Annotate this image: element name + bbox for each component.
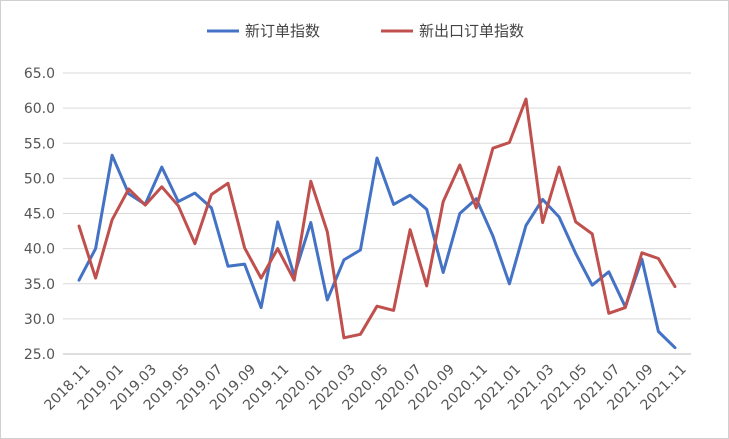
x-axis-tick-labels: 2018.112019.012019.032019.052019.072019.…	[41, 361, 689, 413]
legend-label: 新订单指数	[245, 22, 320, 40]
series-line-1	[77, 153, 677, 350]
legend: 新订单指数 新出口订单指数	[207, 22, 524, 40]
legend-label: 新出口订单指数	[419, 22, 524, 40]
y-tick-label: 25.0	[24, 347, 55, 363]
y-tick-label: 30.0	[24, 312, 55, 328]
y-tick-label: 60.0	[24, 101, 55, 117]
y-tick-label: 50.0	[24, 171, 55, 187]
series-lines	[77, 97, 677, 350]
y-tick-label: 55.0	[24, 136, 55, 152]
y-tick-label: 40.0	[24, 242, 55, 258]
y-axis-tick-labels: 25.0 30.0 35.0 40.0 45.0 50.0 55.0 60.0 65.0	[24, 66, 55, 363]
y-tick-label: 35.0	[24, 277, 55, 293]
y-tick-label: 45.0	[24, 207, 55, 223]
gridlines	[63, 72, 691, 355]
y-tick-label: 65.0	[24, 66, 55, 82]
series-line-2	[77, 97, 677, 340]
